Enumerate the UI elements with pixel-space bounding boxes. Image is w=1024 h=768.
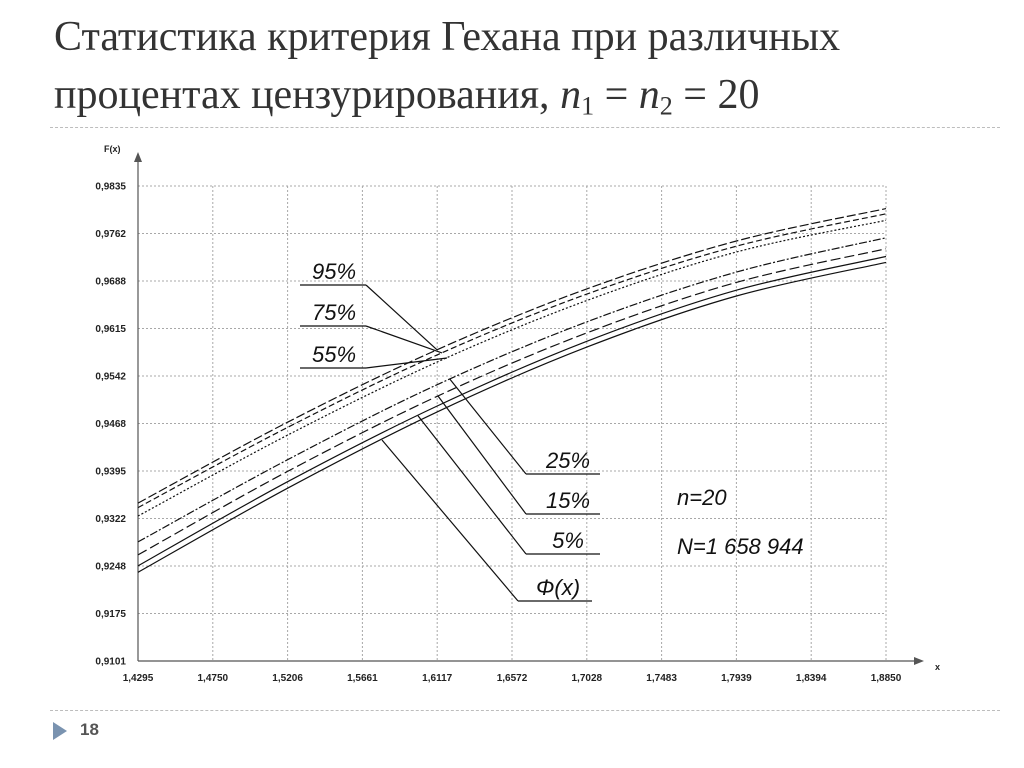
- callout-leader-phi: [381, 439, 519, 602]
- title-n2-symbol: n: [638, 72, 660, 118]
- page-number: 18: [80, 720, 99, 739]
- title-divider: [50, 127, 1000, 128]
- y-tick-label: 0,9468: [95, 419, 126, 430]
- footer-arrow-icon: [53, 722, 67, 740]
- series-line-75pct: [137, 213, 887, 509]
- series-line-25pct: [137, 237, 887, 543]
- x-tick-label: 1,4750: [198, 673, 229, 684]
- title-n1-symbol: n: [560, 72, 582, 118]
- x-tick-label: 1,8850: [871, 673, 902, 684]
- footer-divider: [50, 710, 1000, 711]
- series-label-25pct: 25%: [545, 448, 590, 473]
- x-tick-label: 1,5206: [272, 673, 303, 684]
- callout-leader-25pct: [449, 378, 527, 475]
- series-label-95pct: 95%: [312, 259, 356, 284]
- y-axis-label: F(x): [104, 144, 121, 154]
- x-tick-label: 1,4295: [123, 673, 154, 684]
- series-line-15pct: [137, 248, 887, 556]
- callout-leader-15pct: [437, 395, 527, 515]
- y-tick-label: 0,9542: [95, 372, 126, 383]
- series-label-5pct: 5%: [552, 528, 584, 553]
- annotation-simulations: N=1 658 944: [677, 534, 804, 559]
- series-label-15pct: 15%: [546, 488, 590, 513]
- series-line-phi: [137, 261, 887, 573]
- y-tick-label: 0,9101: [95, 657, 126, 668]
- title-equals: =: [594, 72, 639, 118]
- title-line-2: процентах цензурирования, n1 = n2 = 20: [54, 66, 994, 136]
- series-label-phi: Φ(x): [536, 575, 580, 600]
- x-tick-label: 1,7939: [721, 673, 752, 684]
- title-tail: = 20: [672, 72, 760, 118]
- series-line-55pct: [137, 219, 887, 517]
- slide-title: Статистика критерия Гехана при различных…: [54, 8, 994, 136]
- series-line-95pct: [137, 208, 887, 504]
- y-tick-label: 0,9762: [95, 229, 126, 240]
- title-line-2-prefix: процентах цензурирования,: [54, 72, 561, 118]
- y-axis-arrow-icon: [134, 152, 142, 162]
- x-tick-label: 1,7483: [646, 673, 677, 684]
- series-line-5pct: [137, 255, 887, 567]
- y-tick-label: 0,9322: [95, 514, 126, 525]
- series-label-75pct: 75%: [312, 300, 356, 325]
- annotation-sample-size: n=20: [677, 485, 727, 510]
- x-tick-label: 1,6117: [422, 673, 452, 684]
- title-line-1: Статистика критерия Гехана при различных: [54, 14, 841, 60]
- title-n2-subscript: 2: [659, 91, 673, 121]
- x-tick-label: 1,5661: [347, 673, 378, 684]
- y-tick-label: 0,9248: [95, 562, 126, 573]
- y-tick-label: 0,9615: [95, 324, 126, 335]
- title-n1-subscript: 1: [581, 91, 595, 121]
- callout-leader-95pct: [365, 284, 438, 351]
- x-axis-arrow-icon: [914, 657, 924, 665]
- x-tick-label: 1,7028: [572, 673, 603, 684]
- series-label-55pct: 55%: [312, 342, 356, 367]
- y-tick-label: 0,9395: [95, 467, 126, 478]
- y-tick-label: 0,9175: [95, 609, 126, 620]
- y-tick-label: 0,9835: [95, 182, 126, 193]
- callout-leader-5pct: [417, 415, 527, 555]
- x-axis-label: x: [935, 662, 940, 672]
- x-tick-label: 1,6572: [497, 673, 528, 684]
- x-tick-label: 1,8394: [796, 673, 827, 684]
- y-tick-label: 0,9688: [95, 277, 126, 288]
- callout-leader-55pct: [365, 357, 448, 369]
- callout-leader-75pct: [365, 325, 443, 354]
